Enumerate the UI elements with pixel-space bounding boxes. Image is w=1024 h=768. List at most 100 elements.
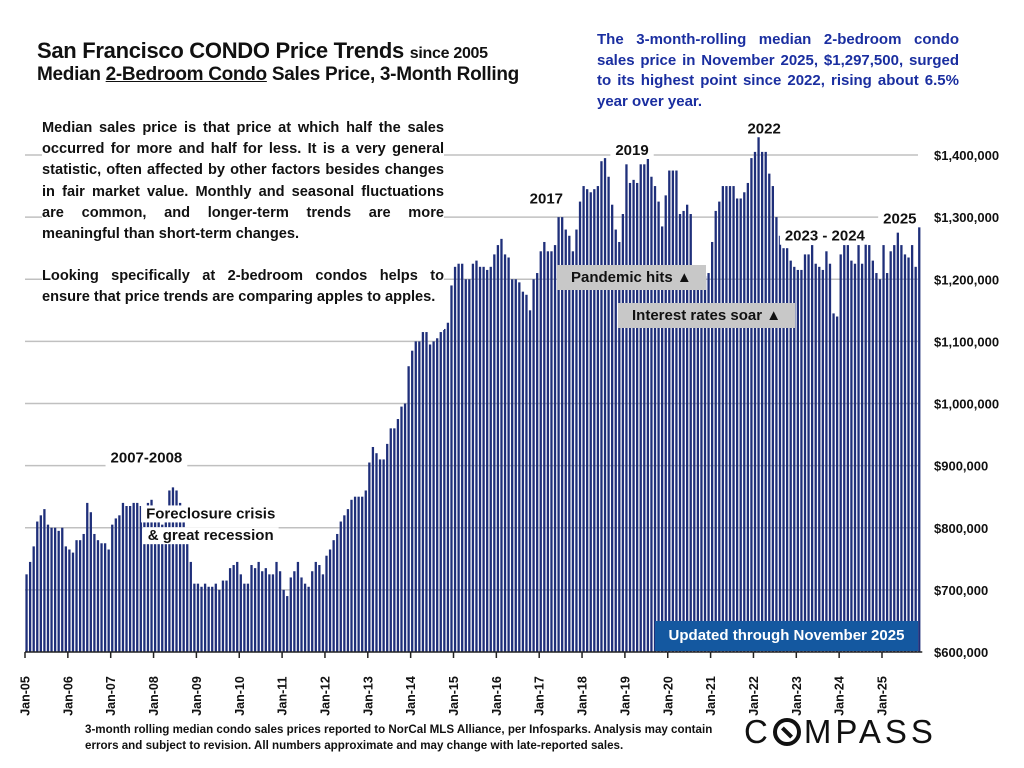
- annotation-background: [610, 142, 654, 159]
- bar: [900, 245, 903, 653]
- x-tick-label: Jan-14: [404, 676, 418, 716]
- x-tick-label: Jan-20: [661, 676, 675, 716]
- x-tick-label: Jan-16: [490, 676, 504, 716]
- bar: [821, 269, 824, 652]
- bar: [78, 540, 82, 652]
- bar: [246, 583, 250, 652]
- bar: [878, 279, 882, 652]
- y-tick-label: $600,000: [934, 645, 988, 660]
- bar: [625, 164, 628, 652]
- y-tick-label: $1,200,000: [934, 272, 999, 287]
- bar: [168, 490, 171, 652]
- annotation-background: [524, 190, 569, 208]
- bar: [735, 198, 739, 653]
- bar: [336, 533, 339, 652]
- bar: [818, 266, 821, 652]
- bar: [885, 273, 889, 652]
- x-tick-label: Jan-24: [833, 676, 847, 716]
- annotation-background: [779, 227, 871, 245]
- bar: [721, 186, 725, 652]
- bar: [850, 260, 853, 652]
- bar: [357, 496, 360, 652]
- footer-note: 3-month rolling median condo sales price…: [85, 723, 713, 752]
- bar: [868, 245, 871, 653]
- y-tick-label: $900,000: [934, 459, 988, 474]
- interest-rates-label: Interest rates soar ▲: [618, 303, 796, 328]
- compass-o-icon: [772, 718, 801, 746]
- bar: [643, 164, 646, 652]
- bar: [889, 251, 892, 652]
- x-tick-label: Jan-22: [747, 676, 761, 716]
- bar: [621, 214, 625, 653]
- subtitle-suffix: Sales Price, 3-Month Rolling: [266, 64, 519, 85]
- bar: [478, 266, 482, 652]
- x-tick-label: Jan-05: [19, 676, 33, 716]
- y-tick-label: $1,100,000: [934, 334, 999, 349]
- x-tick-label: Jan-12: [318, 676, 332, 716]
- bar: [253, 568, 257, 652]
- bar: [828, 263, 832, 652]
- x-tick-label: Jan-15: [447, 676, 461, 716]
- x-tick-label: Jan-18: [576, 676, 590, 716]
- bar: [853, 263, 857, 652]
- bar: [321, 574, 325, 652]
- bar: [289, 577, 292, 652]
- bar: [468, 279, 471, 652]
- bar: [271, 574, 275, 652]
- bar: [432, 341, 435, 652]
- bar: [586, 189, 589, 652]
- bar: [653, 186, 657, 652]
- x-tick-label: Jan-25: [876, 676, 890, 716]
- bar: [278, 571, 282, 652]
- bar: [307, 586, 310, 652]
- bar: [882, 245, 885, 653]
- y-axis: $600,000 $700,000 $800,000 $900,000 $1,000,0…: [934, 148, 999, 660]
- bar: [664, 195, 667, 652]
- bar: [364, 490, 367, 652]
- bar: [403, 403, 407, 652]
- bar: [728, 186, 732, 652]
- logo-letters-rest: MPASS: [803, 713, 937, 750]
- bar: [100, 543, 103, 652]
- bar: [46, 524, 50, 652]
- bar: [275, 561, 278, 652]
- bar: [186, 540, 189, 652]
- bar: [225, 580, 228, 652]
- bar: [339, 521, 342, 652]
- annotation-background: [105, 449, 188, 467]
- description-text: Median sales price is that price at whic…: [42, 118, 444, 330]
- x-tick-label: Jan-21: [704, 676, 718, 716]
- bar: [825, 251, 828, 652]
- bar: [628, 182, 632, 653]
- bar: [457, 263, 460, 652]
- bar: [228, 568, 232, 652]
- bar: [236, 561, 239, 652]
- bar: [500, 238, 503, 652]
- x-tick-label: Jan-13: [361, 676, 375, 716]
- bar: [232, 565, 235, 652]
- bar: [757, 136, 760, 653]
- title-main: San Francisco CONDO Price Trends: [37, 38, 404, 63]
- bar: [678, 214, 682, 653]
- bar: [746, 182, 750, 653]
- bar: [296, 561, 300, 652]
- bars: [25, 136, 921, 653]
- bar: [471, 263, 475, 652]
- bar: [196, 583, 200, 652]
- bar: [871, 260, 874, 652]
- bar: [407, 366, 410, 652]
- bar: [453, 266, 457, 652]
- bar: [461, 263, 464, 652]
- bar: [300, 577, 303, 652]
- bar: [650, 176, 653, 652]
- bar: [425, 332, 428, 652]
- bar: [28, 561, 32, 652]
- bar: [750, 158, 753, 652]
- bar: [607, 176, 610, 652]
- bar: [514, 279, 517, 652]
- bar: [696, 273, 700, 652]
- x-tick-label: Jan-06: [61, 676, 75, 716]
- bar: [796, 269, 799, 652]
- bar: [107, 549, 110, 652]
- y-tick-label: $1,300,000: [934, 210, 999, 225]
